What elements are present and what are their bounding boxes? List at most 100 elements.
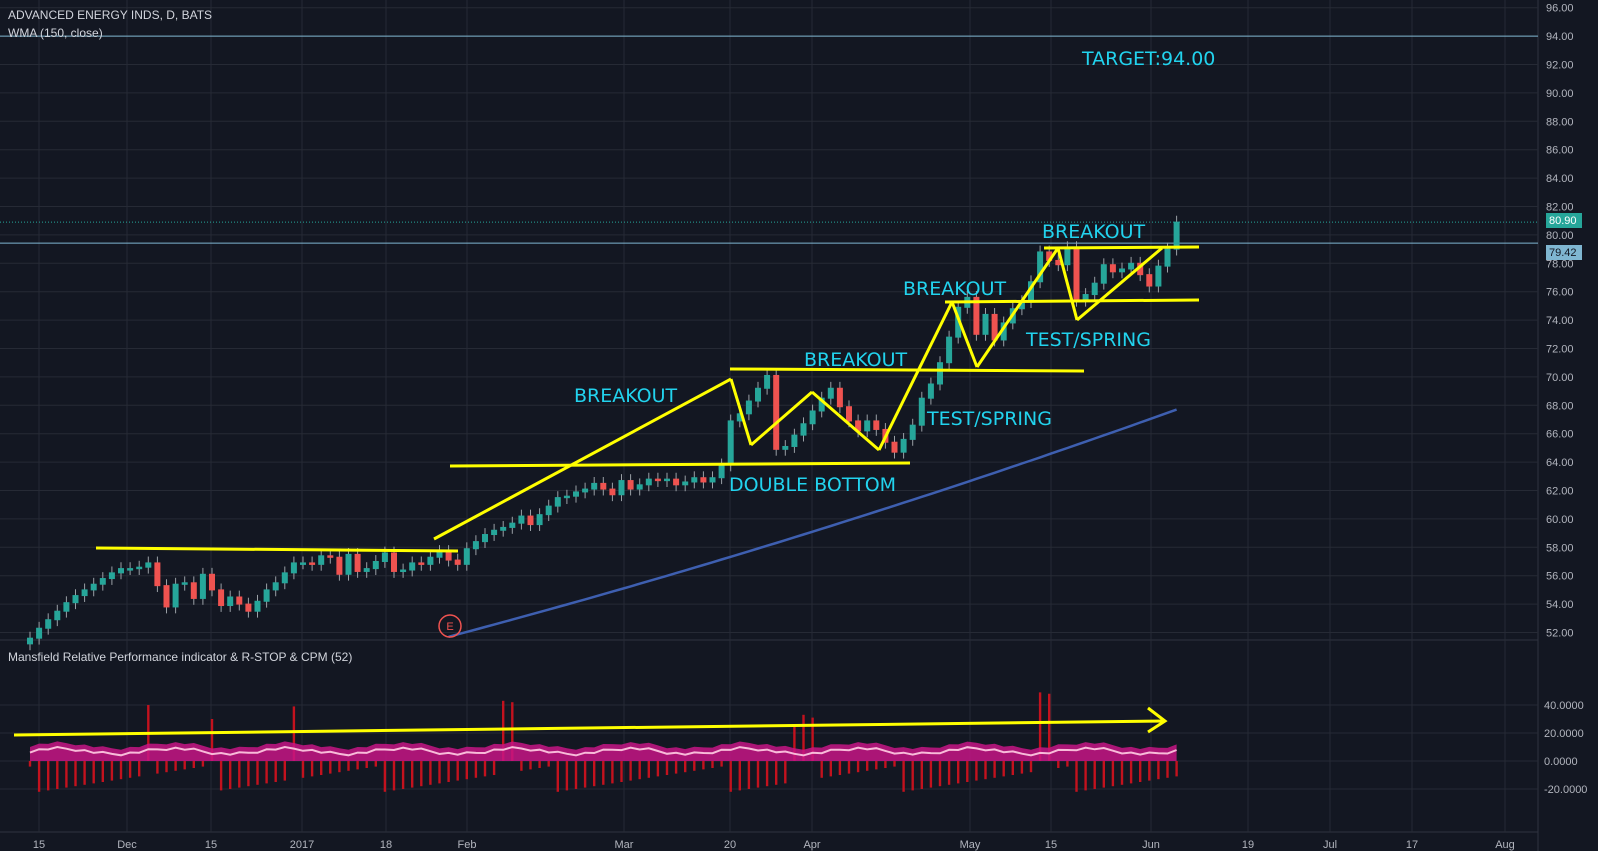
candle xyxy=(873,414,880,436)
candle-body xyxy=(718,464,725,479)
rp-area-fill xyxy=(30,741,1177,761)
x-tick-label: 15 xyxy=(1045,839,1057,851)
candle xyxy=(190,576,197,605)
x-tick-label: 19 xyxy=(1242,839,1254,851)
candle xyxy=(400,563,407,578)
candle-body xyxy=(645,478,652,486)
sub-indicator-title: Mansfield Relative Performance indicator… xyxy=(8,650,353,664)
candle-body xyxy=(54,610,61,621)
candle xyxy=(218,583,225,612)
spring-leg-4 xyxy=(1076,246,1163,322)
candle xyxy=(618,474,625,502)
candle xyxy=(582,482,589,499)
y-tick-label: 80.00 xyxy=(1546,230,1574,242)
symbol-title: ADVANCED ENERGY INDS, D, BATS xyxy=(8,8,213,22)
candle-body xyxy=(1173,221,1180,250)
candle xyxy=(163,579,170,614)
support-line-2 xyxy=(449,461,911,468)
candle xyxy=(836,381,843,414)
candle-body xyxy=(809,410,816,425)
candle-body xyxy=(354,553,361,572)
candle-body xyxy=(436,551,443,558)
candle-body xyxy=(1100,264,1107,284)
candle-body xyxy=(700,477,707,483)
candle-body xyxy=(136,566,143,570)
candle xyxy=(209,567,215,597)
candle xyxy=(800,417,807,442)
candle-body xyxy=(454,559,461,565)
candle-body xyxy=(181,582,188,585)
earnings-label: E xyxy=(446,621,453,633)
candle xyxy=(63,596,70,618)
candle xyxy=(782,440,789,456)
candle xyxy=(536,508,543,531)
candle-body xyxy=(946,336,953,364)
candle xyxy=(673,472,680,492)
candle xyxy=(72,589,79,610)
candles[interactable] xyxy=(27,215,1180,651)
wma-line xyxy=(448,408,1178,639)
line-price-value: 79.42 xyxy=(1549,247,1577,259)
x-tick-label: 15 xyxy=(205,839,217,851)
x-tick-label: Apr xyxy=(803,839,820,851)
candle xyxy=(1100,258,1107,290)
candle xyxy=(554,491,561,513)
candle-body xyxy=(818,397,825,412)
candle-body xyxy=(290,562,297,574)
candle-body xyxy=(927,383,934,399)
candle xyxy=(909,418,916,446)
candle xyxy=(290,556,297,580)
candle-body xyxy=(72,595,79,604)
last-price-tag: 80.90 xyxy=(1546,213,1582,228)
candle xyxy=(827,381,834,405)
breakout-channel-1 xyxy=(433,377,732,541)
candle-body xyxy=(609,488,616,496)
candle xyxy=(1119,262,1125,279)
candle-body xyxy=(1155,265,1162,287)
candle xyxy=(472,535,479,556)
candle xyxy=(946,330,953,370)
axes: 96.00 94.00 92.00 90.00 88.00 86.00 84.00 82.00… xyxy=(33,3,1588,851)
candle-body xyxy=(691,477,698,483)
candle xyxy=(654,472,661,487)
candle-body xyxy=(263,589,270,602)
y-tick-label: 84.00 xyxy=(1546,173,1574,185)
candle-body xyxy=(81,589,88,597)
earnings-marker[interactable]: E xyxy=(438,614,462,638)
candle-body xyxy=(108,572,115,580)
candle xyxy=(254,594,261,618)
candle xyxy=(1073,241,1080,307)
candle-body xyxy=(827,387,834,399)
candle-body xyxy=(764,374,771,389)
candle-body xyxy=(118,568,124,574)
candle xyxy=(573,485,579,503)
candle-body xyxy=(36,627,43,639)
candle-body xyxy=(682,481,689,486)
candle-body xyxy=(427,556,434,565)
candle-body xyxy=(900,438,907,453)
y-tick-label: 90.00 xyxy=(1546,88,1574,100)
candle-body xyxy=(345,553,352,575)
candle xyxy=(1173,215,1180,256)
y-tick-label: 72.00 xyxy=(1546,344,1574,356)
candle xyxy=(500,521,507,537)
candle-body xyxy=(636,484,643,490)
breakout-label-1: BREAKOUT xyxy=(574,385,678,407)
candle xyxy=(973,290,980,341)
candle xyxy=(700,471,707,489)
candle xyxy=(745,394,752,421)
candle xyxy=(664,472,670,487)
candle-body xyxy=(236,596,243,605)
trend-lines xyxy=(13,245,1200,737)
candle-body xyxy=(27,637,33,645)
target-label: TARGET:94.00 xyxy=(1081,48,1215,70)
candle-body xyxy=(600,482,607,490)
x-tick-label: Dec xyxy=(117,839,137,851)
spring-leg-2 xyxy=(975,247,1060,368)
candle-body xyxy=(1064,247,1071,266)
candle xyxy=(864,414,871,438)
candle xyxy=(336,550,343,581)
